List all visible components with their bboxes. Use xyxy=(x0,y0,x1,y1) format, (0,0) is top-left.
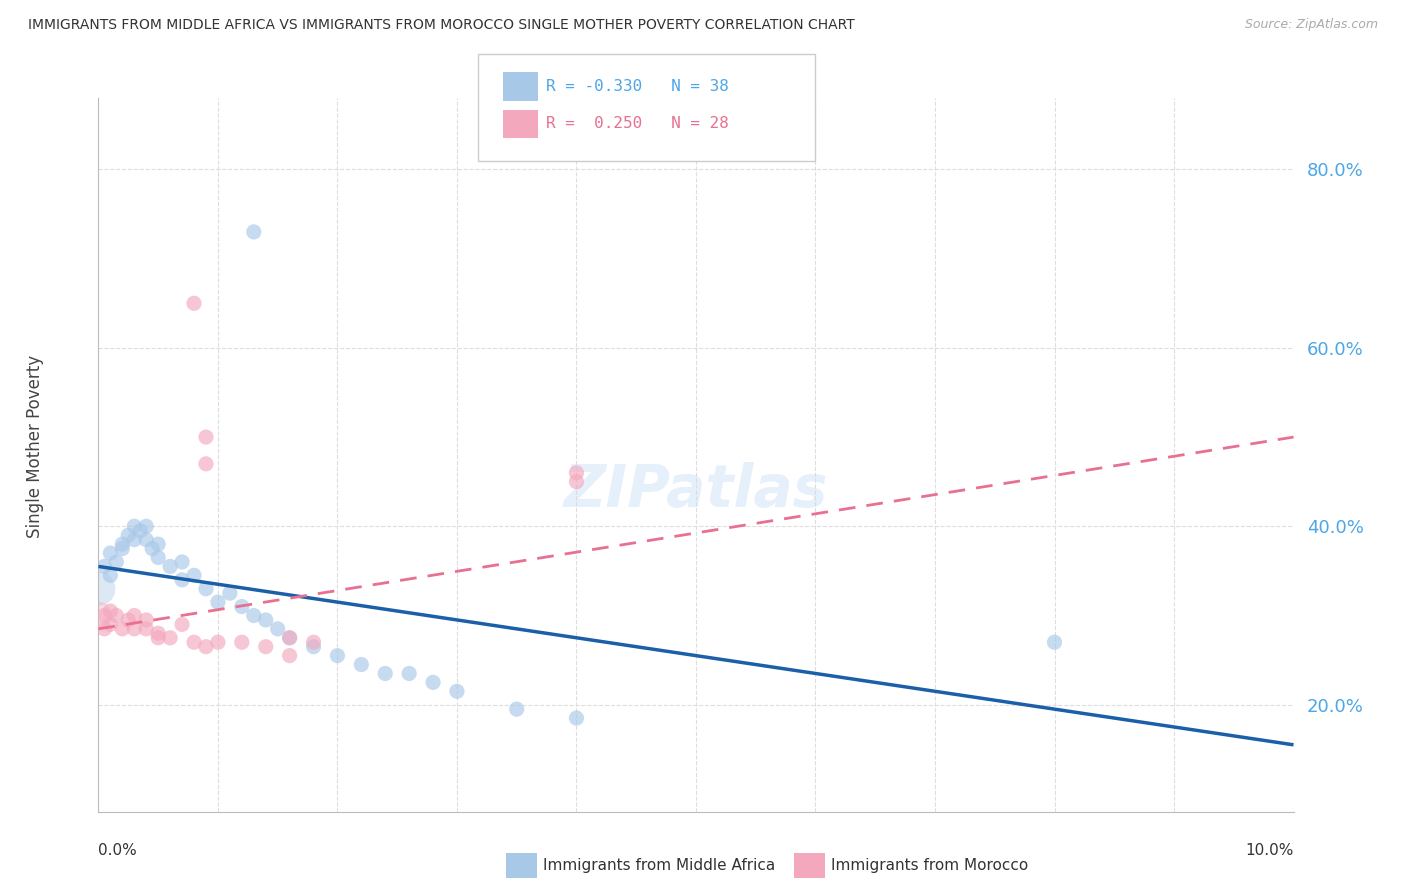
Point xyxy=(105,608,128,623)
Point xyxy=(141,541,163,556)
Point xyxy=(87,582,110,596)
Text: ZIPatlas: ZIPatlas xyxy=(564,462,828,519)
Point xyxy=(243,608,266,623)
Point xyxy=(398,666,420,681)
Point xyxy=(446,684,468,698)
Point xyxy=(87,608,110,623)
Point xyxy=(148,631,170,645)
Point xyxy=(93,622,115,636)
Point xyxy=(135,622,157,636)
Point xyxy=(148,626,170,640)
Point xyxy=(565,711,588,725)
Text: Immigrants from Morocco: Immigrants from Morocco xyxy=(831,858,1028,872)
Point xyxy=(111,541,134,556)
Point xyxy=(159,631,181,645)
Point xyxy=(124,622,146,636)
Point xyxy=(148,550,170,565)
Point xyxy=(506,702,529,716)
Point xyxy=(148,537,170,551)
Point xyxy=(93,608,115,623)
Point xyxy=(207,595,229,609)
Point xyxy=(172,555,194,569)
Point xyxy=(183,296,205,310)
Point xyxy=(135,519,157,533)
Text: Source: ZipAtlas.com: Source: ZipAtlas.com xyxy=(1244,18,1378,31)
Point xyxy=(267,622,290,636)
Point xyxy=(124,608,146,623)
Point xyxy=(194,582,218,596)
Point xyxy=(231,599,253,614)
Point xyxy=(117,528,139,542)
Point xyxy=(302,640,325,654)
Text: R =  0.250   N = 28: R = 0.250 N = 28 xyxy=(546,117,728,131)
Point xyxy=(111,537,134,551)
Point xyxy=(111,622,134,636)
Point xyxy=(302,635,325,649)
Point xyxy=(98,568,122,582)
Point xyxy=(135,533,157,547)
Point xyxy=(374,666,396,681)
Point xyxy=(159,559,181,574)
Point xyxy=(219,586,242,600)
Point xyxy=(254,640,277,654)
Text: R = -0.330   N = 38: R = -0.330 N = 38 xyxy=(546,79,728,94)
Point xyxy=(565,466,588,480)
Point xyxy=(124,533,146,547)
Point xyxy=(98,604,122,618)
Point xyxy=(1043,635,1066,649)
Text: IMMIGRANTS FROM MIDDLE AFRICA VS IMMIGRANTS FROM MOROCCO SINGLE MOTHER POVERTY C: IMMIGRANTS FROM MIDDLE AFRICA VS IMMIGRA… xyxy=(28,18,855,32)
Text: 0.0%: 0.0% xyxy=(98,843,138,858)
Point xyxy=(278,631,301,645)
Point xyxy=(172,573,194,587)
Point xyxy=(254,613,277,627)
Point xyxy=(117,613,139,627)
Text: 10.0%: 10.0% xyxy=(1246,843,1294,858)
Point xyxy=(135,613,157,627)
Point xyxy=(243,225,266,239)
Point xyxy=(172,617,194,632)
Point xyxy=(194,430,218,444)
Point xyxy=(129,524,152,538)
Point xyxy=(194,457,218,471)
Point xyxy=(105,555,128,569)
Point xyxy=(422,675,444,690)
Point xyxy=(98,546,122,560)
Point xyxy=(278,648,301,663)
Point xyxy=(207,635,229,649)
Point xyxy=(565,475,588,489)
Point xyxy=(183,635,205,649)
Point xyxy=(98,617,122,632)
Point xyxy=(278,631,301,645)
Text: Single Mother Poverty: Single Mother Poverty xyxy=(27,354,44,538)
Point xyxy=(194,640,218,654)
Point xyxy=(183,568,205,582)
Point xyxy=(231,635,253,649)
Point xyxy=(93,559,115,574)
Point xyxy=(350,657,373,672)
Point xyxy=(124,519,146,533)
Point xyxy=(326,648,349,663)
Text: Immigrants from Middle Africa: Immigrants from Middle Africa xyxy=(543,858,775,872)
